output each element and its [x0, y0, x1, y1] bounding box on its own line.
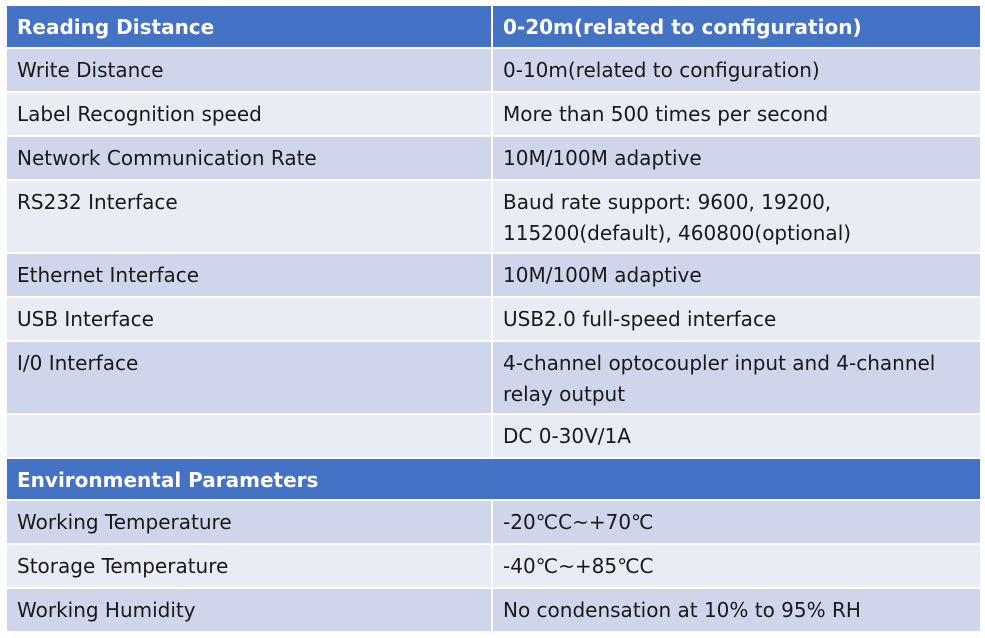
table-row: Write Distance 0-10m(related to configur… [5, 47, 982, 93]
row-value: 10M/100M adaptive [491, 135, 982, 181]
table-row: USB Interface USB2.0 full-speed interfac… [5, 296, 982, 342]
table-row: Ethernet Interface 10M/100M adaptive [5, 252, 982, 298]
table-row: DC 0-30V/1A [5, 413, 982, 459]
row-value: No condensation at 10% to 95% RH [491, 587, 982, 633]
table-row: Storage Temperature -40℃~+85℃C [5, 543, 982, 589]
row-label: RS232 Interface [5, 179, 493, 254]
row-label: Working Temperature [5, 499, 493, 545]
row-label: Label Recognition speed [5, 91, 493, 137]
section-title: Environmental Parameters [5, 457, 982, 501]
spec-table: Reading Distance 0-20m(related to config… [5, 4, 982, 633]
table-row: Network Communication Rate 10M/100M adap… [5, 135, 982, 181]
row-value: More than 500 times per second [491, 91, 982, 137]
row-value: USB2.0 full-speed interface [491, 296, 982, 342]
row-label [5, 413, 493, 459]
table-row: Label Recognition speed More than 500 ti… [5, 91, 982, 137]
row-label: Working Humidity [5, 587, 493, 633]
table-row: Working Temperature -20℃C~+70℃ [5, 499, 982, 545]
row-label: I/0 Interface [5, 340, 493, 415]
row-label: USB Interface [5, 296, 493, 342]
row-label: Write Distance [5, 47, 493, 93]
row-value: 0-10m(related to configuration) [491, 47, 982, 93]
table-row: Working Humidity No condensation at 10% … [5, 587, 982, 633]
row-value: Baud rate support: 9600, 19200, 115200(d… [491, 179, 982, 254]
row-label: Storage Temperature [5, 543, 493, 589]
row-value: 4-channel optocoupler input and 4-channe… [491, 340, 982, 415]
table-row: RS232 Interface Baud rate support: 9600,… [5, 179, 982, 254]
header-value: 0-20m(related to configuration) [491, 4, 982, 49]
header-label: Reading Distance [5, 4, 493, 49]
row-value: -20℃C~+70℃ [491, 499, 982, 545]
table-row: I/0 Interface 4-channel optocoupler inpu… [5, 340, 982, 415]
table-header-row: Reading Distance 0-20m(related to config… [5, 4, 982, 49]
row-value: 10M/100M adaptive [491, 252, 982, 298]
row-value: -40℃~+85℃C [491, 543, 982, 589]
row-label: Network Communication Rate [5, 135, 493, 181]
section-header-row: Environmental Parameters [5, 457, 982, 501]
row-label: Ethernet Interface [5, 252, 493, 298]
row-value: DC 0-30V/1A [491, 413, 982, 459]
